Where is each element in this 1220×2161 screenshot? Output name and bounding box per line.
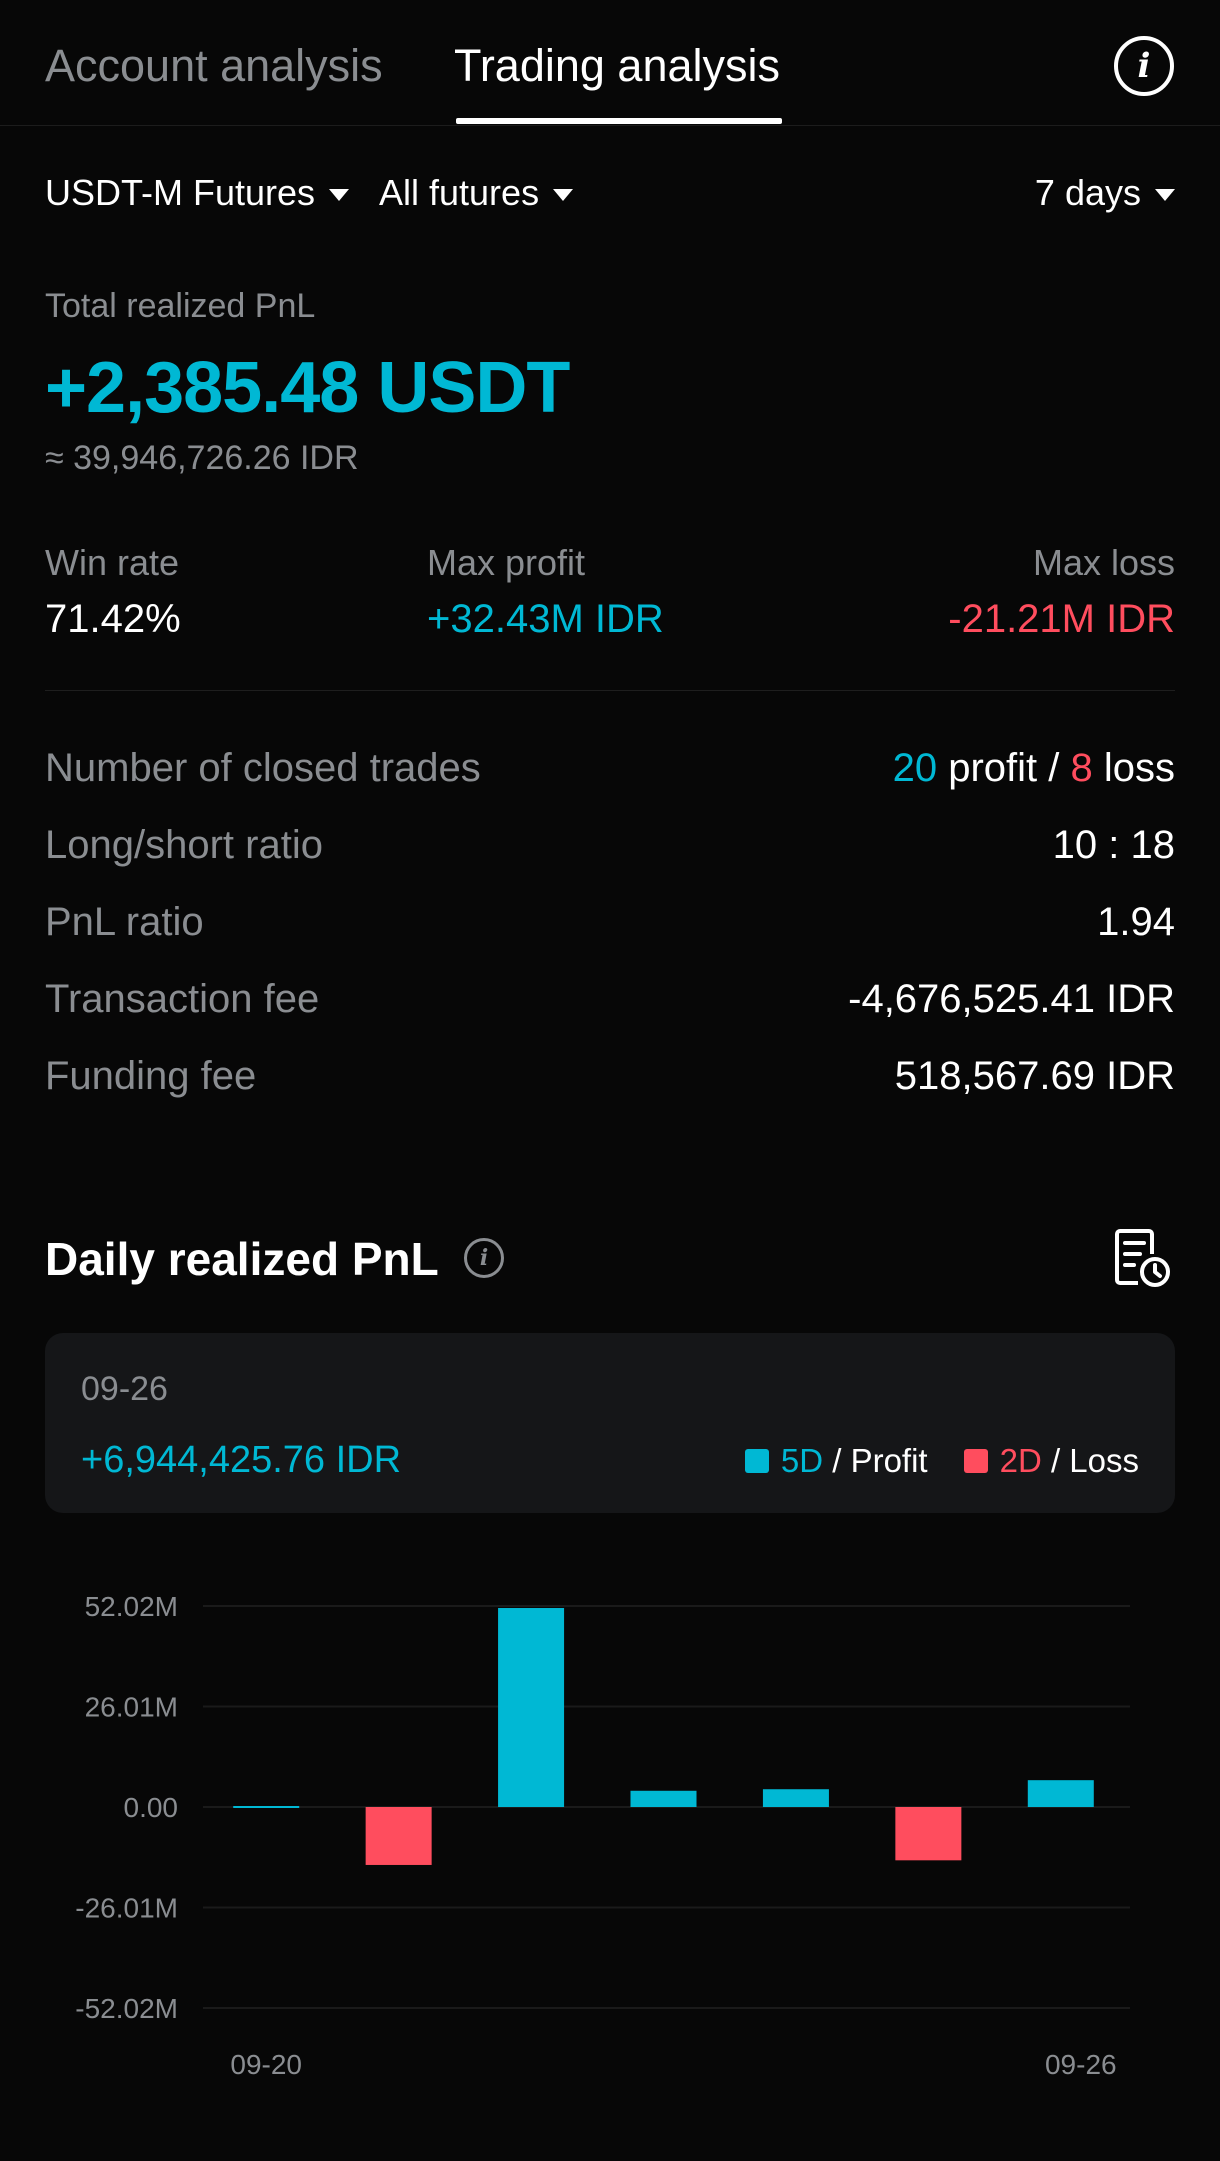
profit-word: profit / (937, 746, 1071, 790)
max-profit-value: +32.43M IDR (427, 597, 664, 641)
pnl-bar[interactable] (233, 1806, 300, 1808)
y-tick-label: -26.01M (75, 1893, 178, 1924)
pnl-bar[interactable] (895, 1807, 962, 1861)
pnl-ratio-label: PnL ratio (45, 900, 204, 944)
period-filter-label: 7 days (1034, 172, 1141, 213)
market-filter-label: USDT-M Futures (45, 172, 316, 213)
tab-bar: Account analysis Trading analysis i (0, 0, 1220, 126)
loss-swatch (963, 1449, 988, 1473)
legend-profit-count: 5D (780, 1442, 824, 1479)
transaction-fee-label: Transaction fee (45, 977, 320, 1021)
total-pnl-idr: ≈ 39,946,726.26 IDR (45, 439, 359, 477)
info-glyph: i (1137, 46, 1151, 86)
funding-fee-value: 518,567.69 IDR (894, 1054, 1175, 1098)
y-tick-label: 26.01M (85, 1692, 178, 1723)
closed-trades-value: 20 profit / 8 loss (893, 744, 1175, 792)
section-divider (45, 690, 1175, 691)
win-rate-label: Win rate (45, 542, 180, 583)
y-tick-label: -52.02M (75, 1993, 178, 2024)
x-tick-label: 09-26 (1045, 2049, 1117, 2080)
closed-trades-label: Number of closed trades (45, 746, 481, 790)
contracts-filter-label: All futures (379, 172, 540, 213)
max-loss-value: -21.21M IDR (948, 597, 1175, 641)
market-filter-dropdown[interactable]: USDT-M Futures (45, 172, 350, 214)
pnl-legend: 5D / Profit 2D / Loss (744, 1441, 1139, 1481)
profit-swatch (744, 1449, 769, 1473)
profit-count: 20 (892, 746, 938, 790)
daily-pnl-title: Daily realized PnL (45, 1233, 439, 1285)
pnl-bar[interactable] (365, 1807, 432, 1865)
max-loss-label: Max loss (1032, 542, 1175, 583)
long-short-value: 10 : 18 (1052, 823, 1175, 867)
legend-profit-label: / Profit (823, 1442, 928, 1479)
legend-loss: 2D / Loss (963, 1441, 1139, 1481)
loss-count: 8 (1070, 746, 1093, 790)
y-tick-label: 52.02M (85, 1591, 178, 1622)
period-filter-dropdown[interactable]: 7 days (1035, 172, 1175, 214)
legend-loss-count: 2D (999, 1442, 1042, 1479)
tab-account-analysis[interactable]: Account analysis (45, 40, 383, 91)
pnl-ratio-value: 1.94 (1097, 900, 1175, 944)
caret-down-icon (329, 189, 350, 201)
loss-word: loss (1092, 746, 1175, 790)
legend-profit: 5D / Profit (744, 1441, 928, 1481)
daily-pnl-bar-chart[interactable]: 52.02M 26.01M 0.00 -26.01M -52.02M 09-20 09-26 (0, 1560, 1220, 2080)
document-clock-icon[interactable] (1112, 1228, 1172, 1288)
funding-fee-label: Funding fee (45, 1054, 257, 1098)
info-icon[interactable]: i (464, 1238, 504, 1278)
caret-down-icon (1155, 189, 1175, 201)
win-rate-value: 71.42% (45, 597, 181, 641)
total-pnl-label: Total realized PnL (45, 287, 316, 325)
pnl-bar[interactable] (762, 1789, 829, 1807)
active-tab-indicator (456, 118, 782, 124)
info-glyph: i (479, 1245, 489, 1271)
contracts-filter-dropdown[interactable]: All futures (379, 172, 574, 214)
legend-loss-label: / Loss (1041, 1442, 1139, 1479)
max-profit-label: Max profit (427, 542, 586, 583)
y-tick-label: 0.00 (124, 1792, 179, 1823)
long-short-label: Long/short ratio (45, 823, 323, 867)
selected-day-card: 09-26 +6,944,425.76 IDR 5D / Profit 2D /… (45, 1333, 1175, 1513)
caret-down-icon (553, 189, 574, 201)
tab-trading-analysis[interactable]: Trading analysis (454, 40, 780, 91)
transaction-fee-value: -4,676,525.41 IDR (848, 977, 1175, 1021)
selected-day-value: +6,944,425.76 IDR (81, 1439, 402, 1481)
pnl-bar[interactable] (498, 1608, 565, 1807)
total-pnl-value: +2,385.48 USDT (45, 348, 570, 428)
pnl-bar[interactable] (630, 1790, 697, 1807)
pnl-bar[interactable] (1027, 1780, 1094, 1807)
selected-date: 09-26 (81, 1370, 168, 1408)
x-tick-label: 09-20 (230, 2049, 302, 2080)
info-icon[interactable]: i (1114, 36, 1174, 96)
